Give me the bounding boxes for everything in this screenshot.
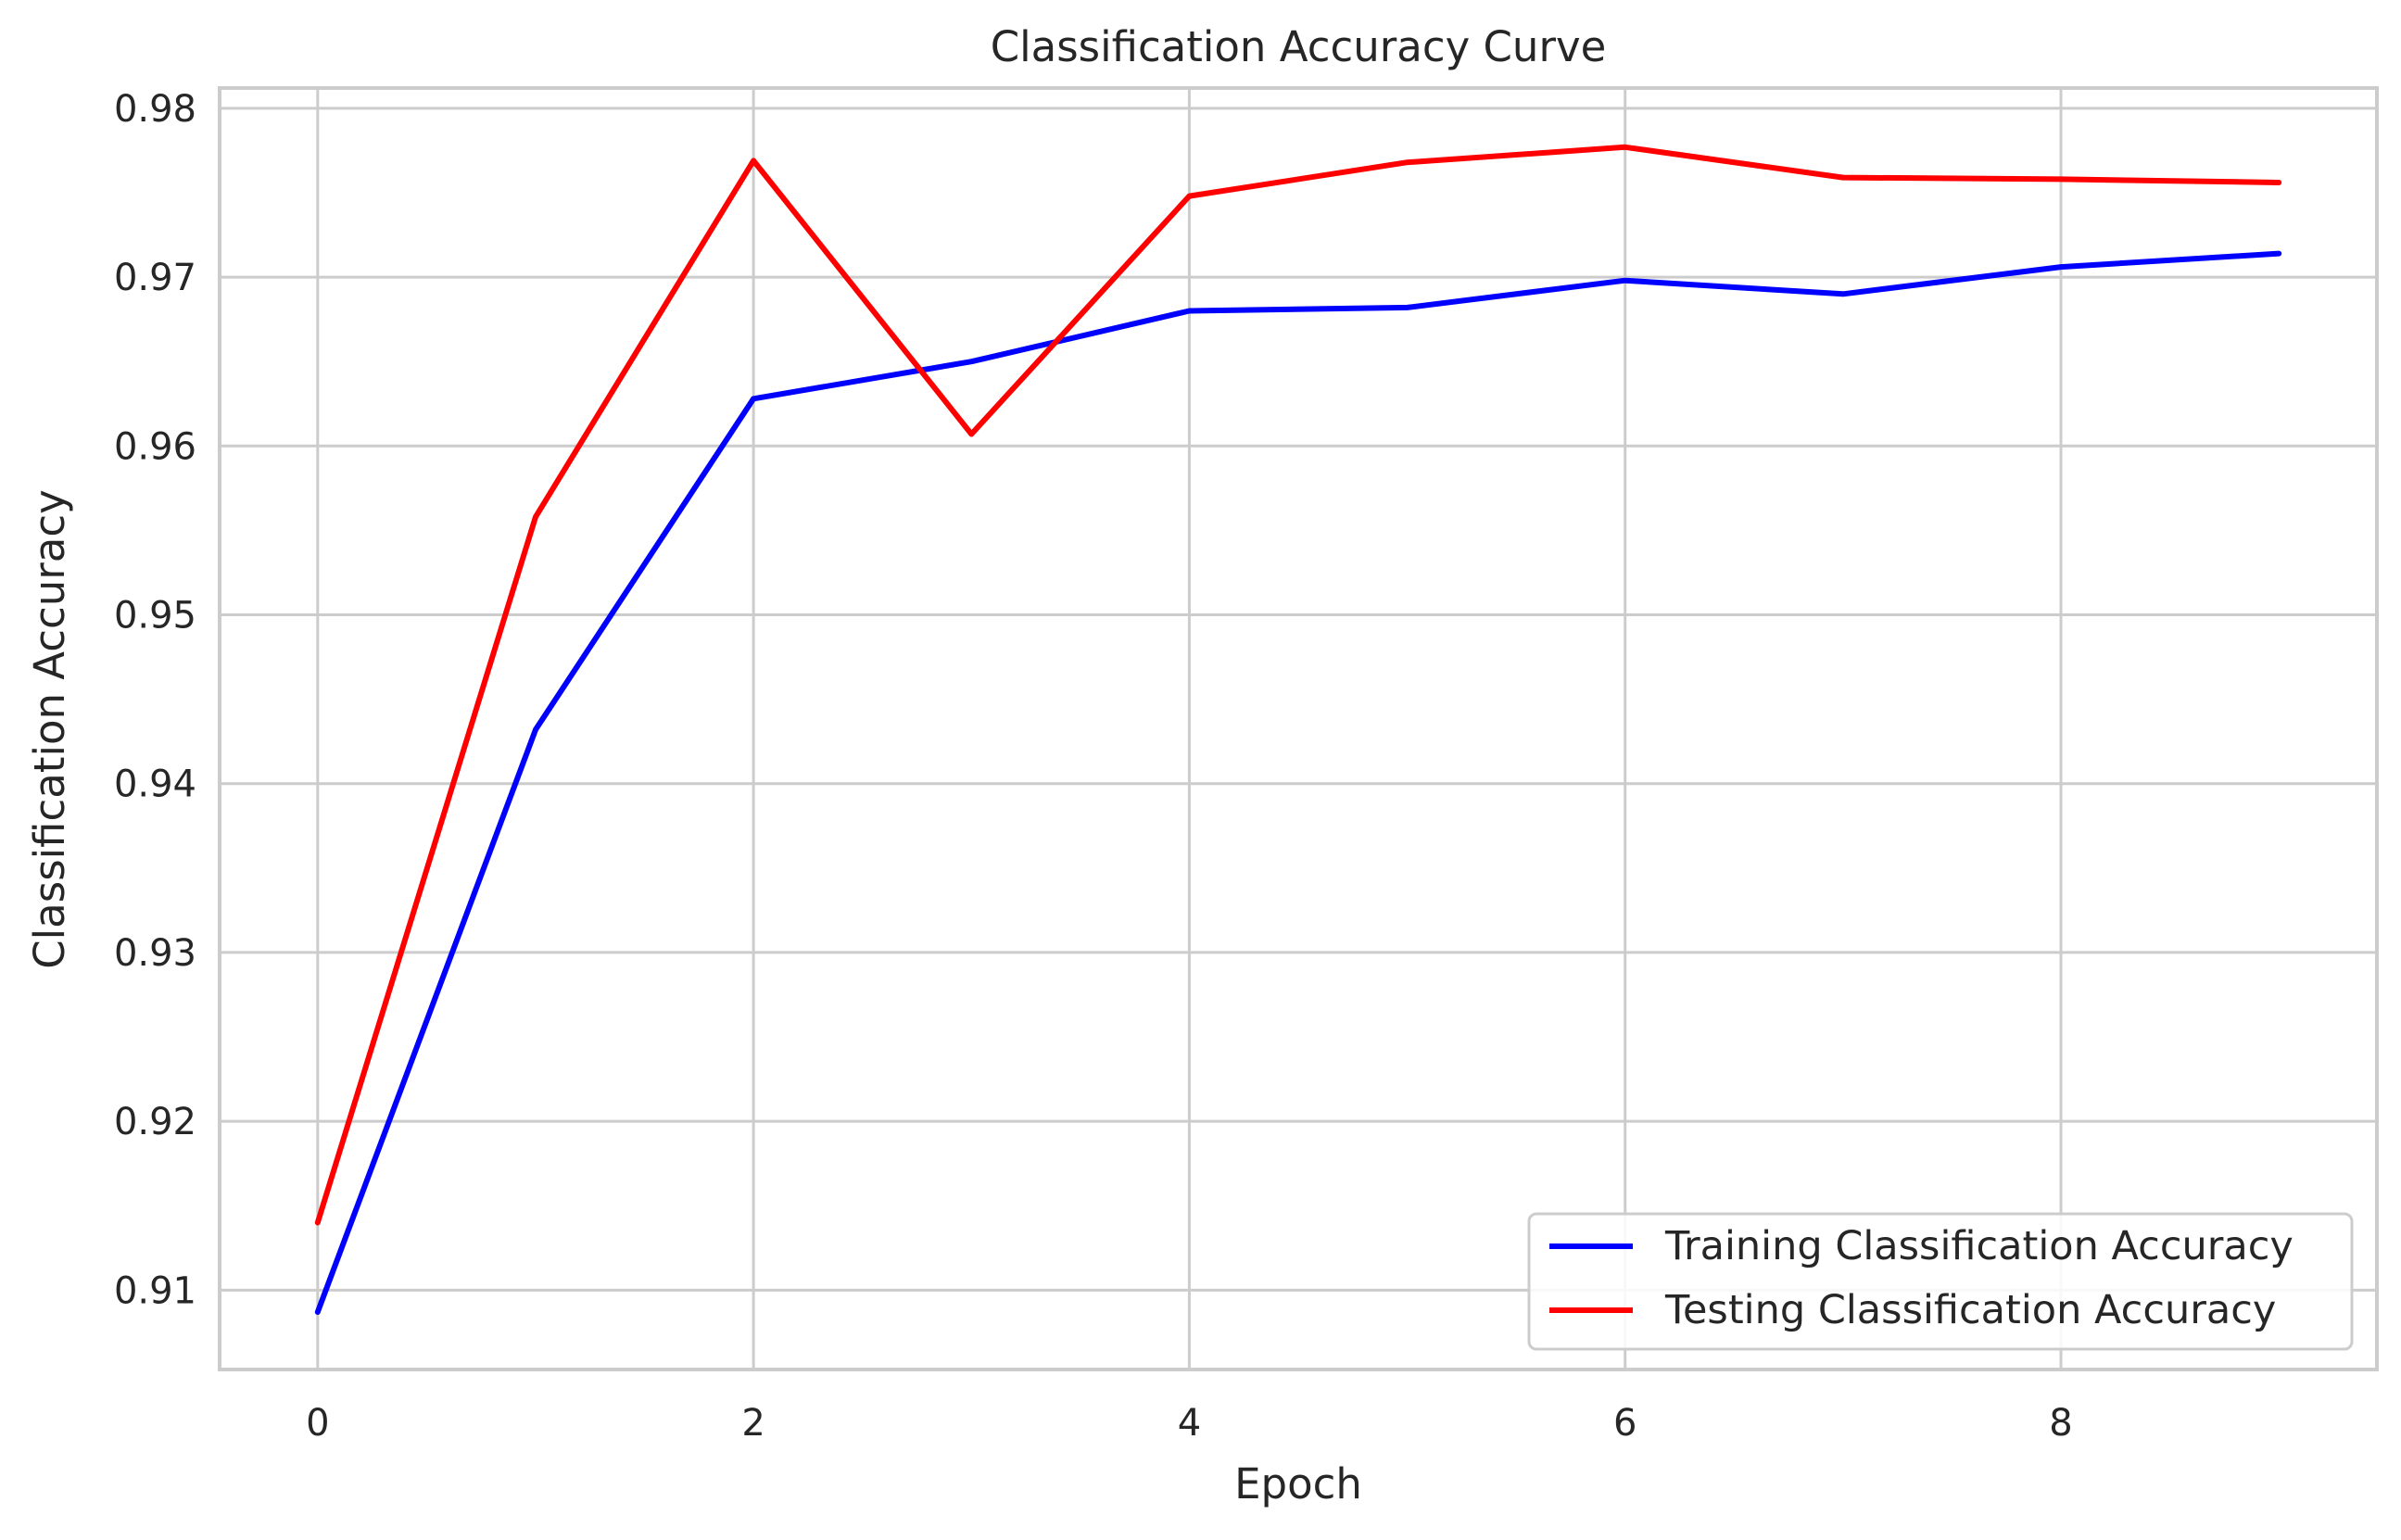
grid [220, 88, 2377, 1370]
legend-label-training: Training Classification Accuracy [1664, 1223, 2294, 1269]
y-tick-label: 0.95 [114, 595, 196, 637]
x-tick-label: 0 [306, 1402, 329, 1445]
y-tick-label: 0.97 [114, 257, 196, 299]
x-tick-label: 2 [741, 1402, 765, 1445]
legend-box [1527, 1212, 2354, 1351]
y-tick-label: 0.96 [114, 425, 196, 468]
x-tick-label: 6 [1613, 1402, 1636, 1445]
x-tick-labels: 0 2 4 6 8 [306, 1402, 2073, 1445]
legend-label-testing: Testing Classification Accuracy [1664, 1287, 2276, 1333]
y-tick-label: 0.94 [114, 764, 196, 806]
y-tick-labels: 0.91 0.92 0.93 0.94 0.95 0.96 0.97 0.98 [114, 88, 196, 1312]
series-line-training [314, 250, 2282, 1315]
x-axis-label: Epoch [1234, 1459, 1362, 1508]
y-tick-label: 0.92 [114, 1101, 196, 1143]
plot-frame [218, 86, 2379, 1371]
y-tick-label: 0.98 [114, 88, 196, 131]
chart-title: Classification Accuracy Curve [991, 22, 1607, 71]
y-tick-label: 0.93 [114, 932, 196, 975]
series-line-testing [314, 144, 2282, 1226]
series-lines [314, 144, 2282, 1315]
legend: Training Classification Accuracy Testing… [1527, 1212, 2354, 1351]
x-tick-label: 4 [1178, 1402, 1201, 1445]
y-tick-label: 0.91 [114, 1269, 196, 1312]
x-tick-label: 8 [2049, 1402, 2072, 1445]
y-axis-label: Classification Accuracy [25, 489, 74, 969]
